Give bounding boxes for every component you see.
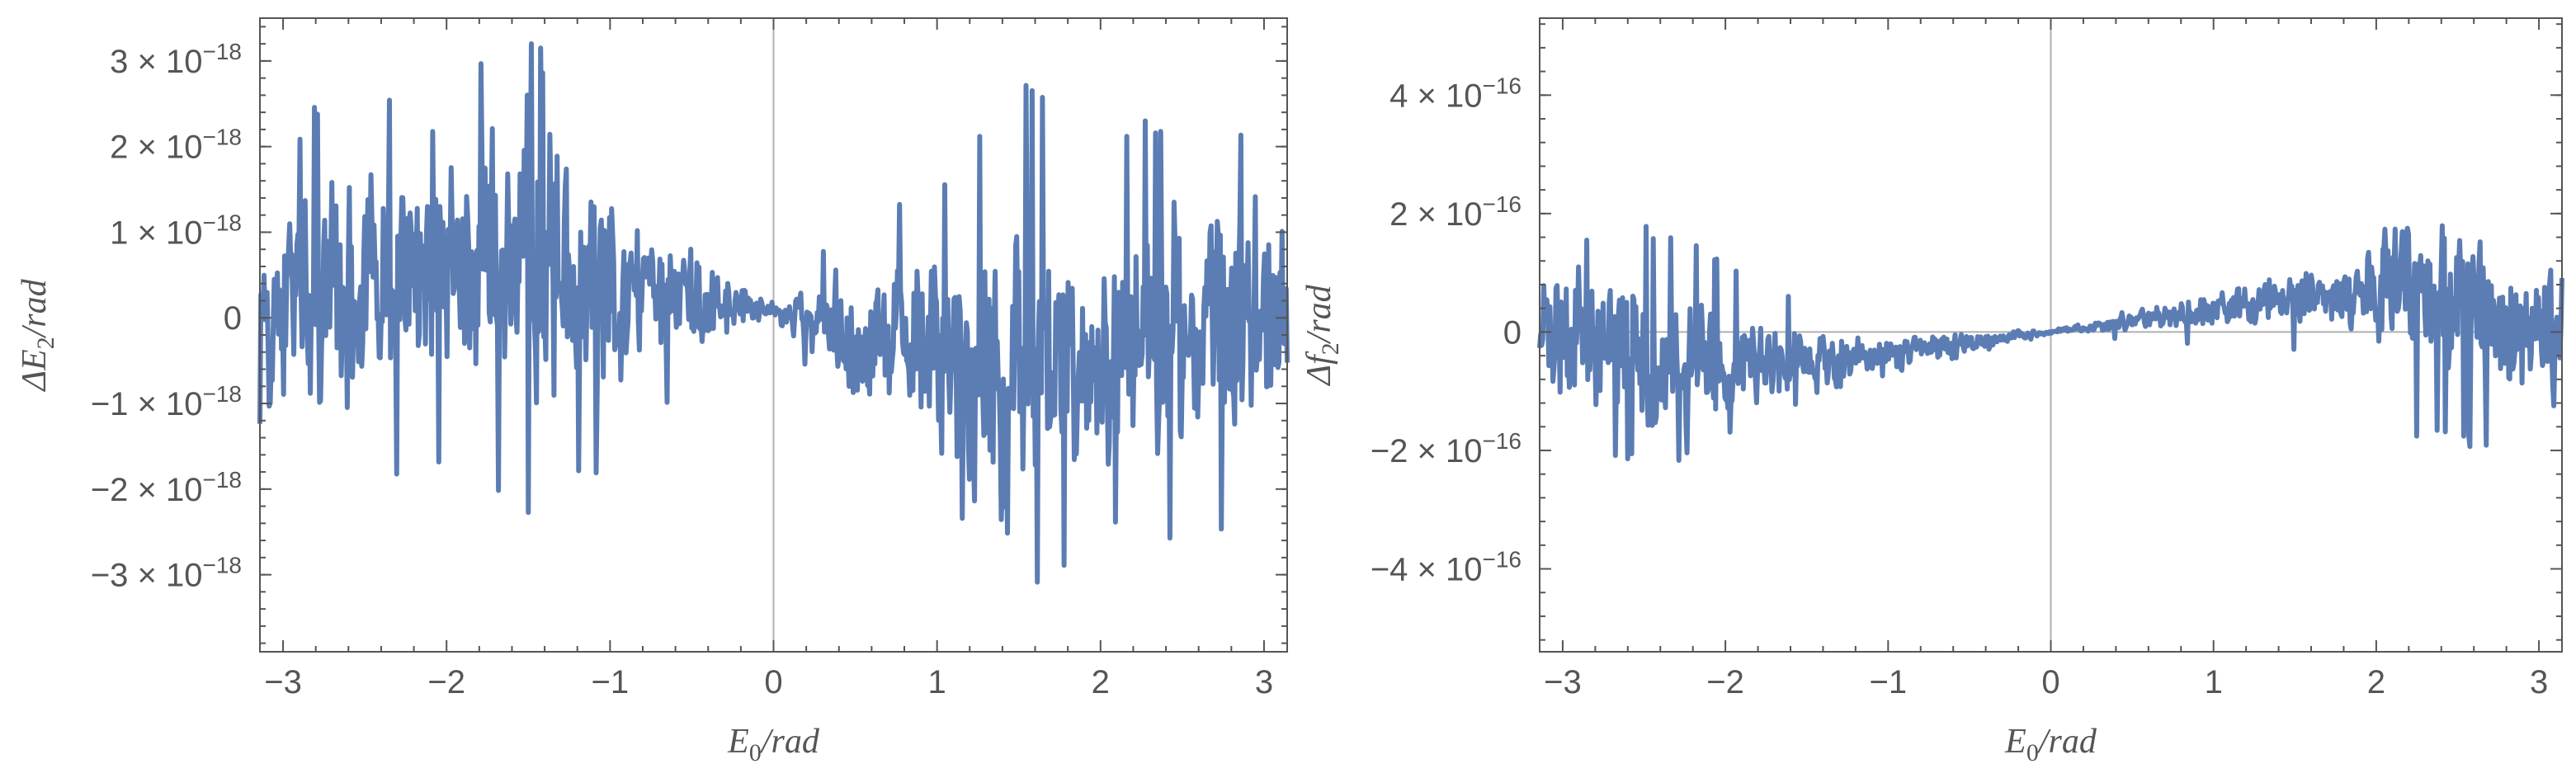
- x-tick-label: −2: [427, 664, 465, 700]
- x-tick-label: 1: [2205, 664, 2223, 700]
- y-tick-label: 3 × 10−18: [110, 39, 242, 80]
- x-tick-label: −1: [1870, 664, 1908, 700]
- x-tick-label: −1: [592, 664, 630, 700]
- y-tick-label: 2 × 10−16: [1389, 191, 1522, 233]
- x-tick-label: 0: [2041, 664, 2059, 700]
- x-axis-label: E0/rad: [727, 723, 820, 766]
- y-axis-label: Δf2/rad: [1300, 284, 1344, 386]
- chart-2: −3 −2 −1 0 1 2 3 4 × 10−16 2 × 10−16 0 −2 × 10−16 −…: [1300, 17, 2564, 766]
- x-tick-label: −3: [264, 664, 302, 700]
- y-tick-label: −2 × 10−16: [1371, 428, 1522, 469]
- y-tick-label: −1 × 10−18: [91, 381, 242, 422]
- y-tick-label: −2 × 10−18: [91, 467, 242, 508]
- x-tick-label: 2: [1092, 664, 1110, 700]
- y-tick-label: 0: [224, 300, 242, 337]
- y-axis-label: ΔE2/rad: [16, 278, 59, 392]
- y-tick-label: 1 × 10−18: [110, 210, 242, 251]
- x-tick-label: −3: [1544, 664, 1582, 700]
- y-tick-label: 4 × 10−16: [1389, 73, 1522, 114]
- chart-1: −3 −2 −1 0 1 2 3 3 × 10−18 2 × 10−18 1 × 10−18 0 −1…: [16, 17, 1290, 766]
- series-line: [1537, 223, 2564, 463]
- y-tick-label: 0: [1503, 314, 1522, 351]
- y-tick-label: 2 × 10−18: [110, 125, 242, 166]
- x-axis-label: E0/rad: [2004, 723, 2097, 766]
- x-tick-label: 3: [2530, 664, 2548, 700]
- x-tick-label: 3: [1255, 664, 1273, 700]
- y-tick-label: −3 × 10−18: [91, 553, 242, 594]
- x-tick-label: 0: [764, 664, 782, 700]
- x-tick-label: 1: [928, 664, 946, 700]
- x-tick-label: −2: [1706, 664, 1744, 700]
- x-tick-label: 2: [2367, 664, 2385, 700]
- y-tick-label: −4 × 10−16: [1371, 547, 1522, 588]
- series-line: [257, 41, 1290, 585]
